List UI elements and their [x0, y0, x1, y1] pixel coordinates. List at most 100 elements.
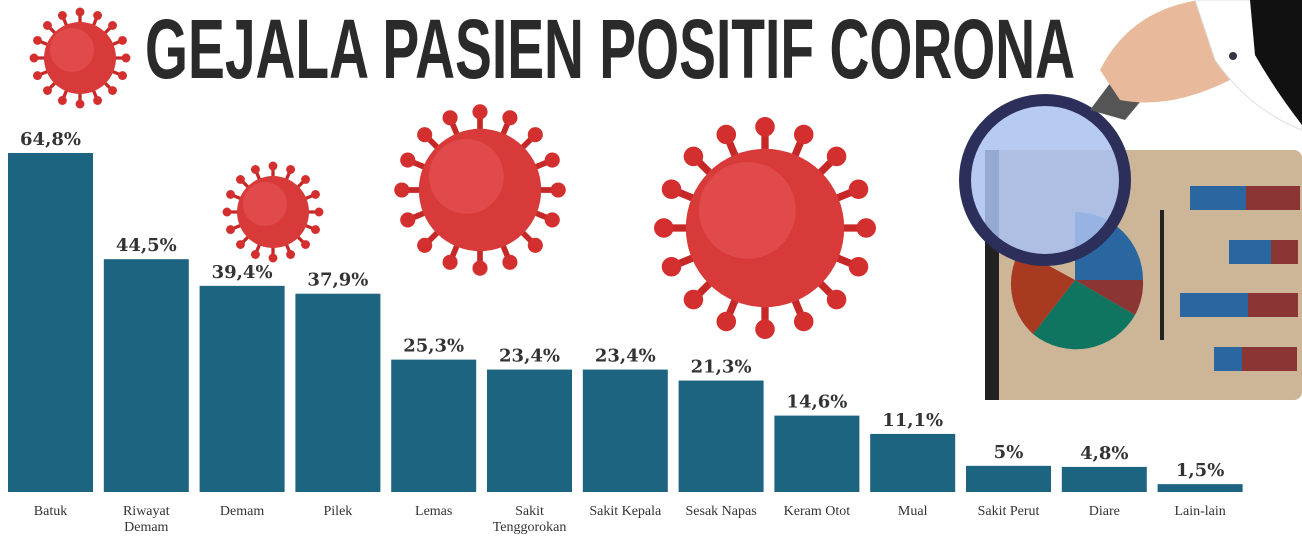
bar	[583, 370, 668, 492]
virus-tip	[472, 261, 487, 276]
magnifier	[965, 100, 1125, 260]
value-label: 5%	[994, 442, 1024, 463]
virus-tip	[662, 179, 682, 199]
virus-tip	[528, 238, 543, 253]
bar	[295, 294, 380, 492]
virus-tip	[58, 11, 67, 20]
virus-tip	[108, 21, 117, 30]
virus-shade	[429, 139, 504, 214]
x-tick-label: Keram Otot	[772, 504, 862, 520]
virus-tip	[286, 165, 295, 174]
virus-tip	[654, 218, 674, 238]
virus-tip	[716, 125, 736, 145]
virus-tip	[311, 190, 320, 199]
virus-tip	[269, 162, 278, 171]
virus-tip	[33, 36, 42, 45]
virus-tip	[545, 212, 560, 227]
virus-shade	[50, 28, 94, 72]
virus-tip	[662, 257, 682, 277]
bar	[1062, 467, 1147, 492]
virus-tip	[417, 127, 432, 142]
virus-tip	[794, 125, 814, 145]
x-tick-label: Sakit Kepala	[580, 504, 670, 520]
value-label: 39,4%	[212, 262, 273, 283]
virus-tip	[827, 290, 847, 310]
bar	[1158, 484, 1243, 492]
x-tick-label: Sesak Napas	[676, 504, 766, 520]
virus-shade	[699, 162, 796, 259]
virus-tip	[118, 36, 127, 45]
virus-tip	[43, 86, 52, 95]
x-tick-label: Riwayat Demam	[101, 504, 191, 536]
value-label: 1,5%	[1176, 460, 1224, 481]
virus-tip	[755, 117, 775, 137]
bar	[391, 360, 476, 492]
virus-tip	[236, 240, 245, 249]
value-label: 23,4%	[499, 346, 560, 367]
virus-tip	[443, 255, 458, 270]
value-label: 4,8%	[1080, 443, 1128, 464]
virus-tip	[827, 147, 847, 167]
value-label: 14,6%	[786, 392, 847, 413]
chart: GEJALA PASIEN POSITIF CORONA 64,8%44,5%3…	[0, 0, 1302, 535]
virus-tip	[400, 212, 415, 227]
virus-tip	[849, 179, 869, 199]
bar	[966, 466, 1051, 492]
bar	[104, 259, 189, 492]
virus-tip	[528, 127, 543, 142]
value-label: 21,3%	[691, 357, 752, 378]
virus-tip	[226, 225, 235, 234]
virus-tip	[545, 153, 560, 168]
value-label: 37,9%	[307, 270, 368, 291]
virus-tip	[236, 175, 245, 184]
virus-tip	[856, 218, 876, 238]
deco-bar	[1190, 186, 1246, 210]
virus-tip	[93, 96, 102, 105]
value-label: 64,8%	[20, 129, 81, 150]
virus-tip	[472, 104, 487, 119]
deco-bar	[1248, 293, 1298, 317]
virus-tip	[551, 182, 566, 197]
x-tick-label: Demam	[197, 504, 287, 520]
page: GEJALA PASIEN POSITIF CORONA 64,8%44,5%3…	[0, 0, 1302, 535]
x-tick-label: Sakit Tenggorokan	[485, 504, 575, 536]
virus-tip	[223, 208, 232, 217]
virus-tip	[251, 165, 260, 174]
deco-bar	[1246, 186, 1300, 210]
virus-tip	[755, 319, 775, 339]
deco-bar	[1271, 240, 1298, 264]
chart-title: GEJALA PASIEN POSITIF CORONA	[145, 2, 1075, 96]
virus-tip	[122, 54, 131, 63]
bar	[487, 370, 572, 492]
virus-tip	[226, 190, 235, 199]
virus-tip	[443, 110, 458, 125]
virus-tip	[58, 96, 67, 105]
deco-bar	[1180, 293, 1248, 317]
virus-shade	[243, 182, 287, 226]
x-tick-label: Mual	[868, 504, 958, 520]
bar	[200, 286, 285, 492]
deco-bar	[1229, 240, 1271, 264]
value-label: 11,1%	[882, 410, 943, 431]
bar	[774, 416, 859, 492]
virus-tip	[251, 250, 260, 259]
virus-tip	[301, 240, 310, 249]
virus-tip	[286, 250, 295, 259]
virus-tip	[502, 255, 517, 270]
virus-tip	[502, 110, 517, 125]
virus-tip	[417, 238, 432, 253]
virus-tip	[108, 86, 117, 95]
x-tick-label: Diare	[1059, 504, 1149, 520]
bar	[679, 381, 764, 492]
bar	[8, 153, 93, 492]
virus-tip	[33, 71, 42, 80]
deco-bar	[1214, 347, 1242, 371]
button	[1229, 52, 1237, 60]
x-tick-label: Lemas	[389, 504, 479, 520]
virus-tip	[43, 21, 52, 30]
bar	[870, 434, 955, 492]
virus-tip	[684, 147, 704, 167]
virus-tip	[394, 182, 409, 197]
virus-tip	[315, 208, 324, 217]
x-tick-label: Lain-lain	[1155, 504, 1245, 520]
